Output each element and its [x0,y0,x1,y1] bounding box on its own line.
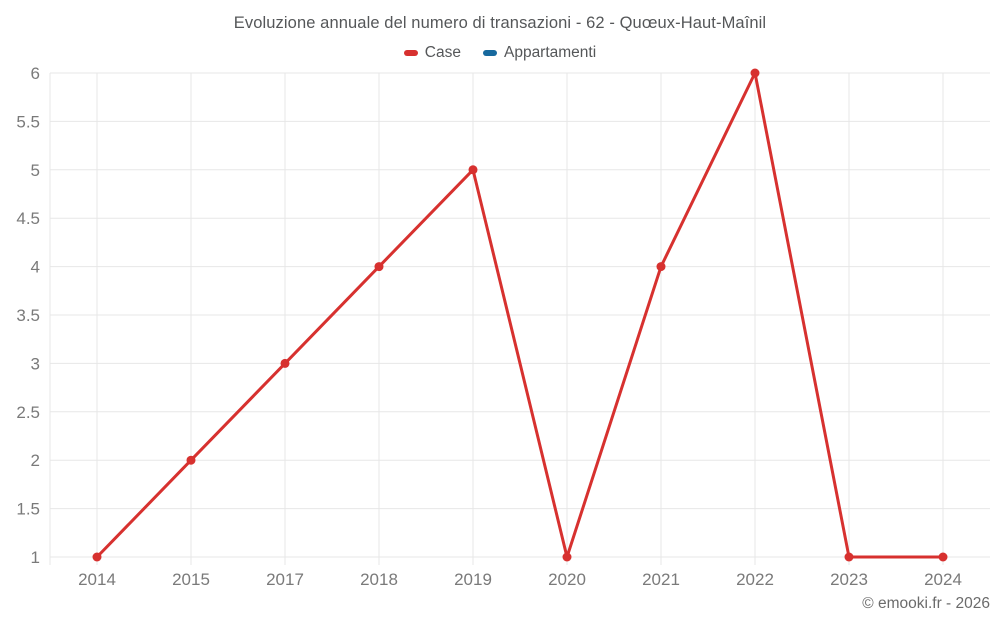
svg-text:2020: 2020 [548,570,586,589]
x-gridlines [49,73,944,565]
data-point[interactable] [92,552,102,562]
svg-text:2024: 2024 [924,570,962,589]
legend-item-case[interactable]: Case [403,44,461,62]
svg-text:2015: 2015 [172,570,210,589]
svg-text:5: 5 [31,161,40,180]
legend-label-case: Case [424,44,461,61]
svg-text:5.5: 5.5 [16,112,40,131]
data-point[interactable] [844,552,854,562]
svg-text:3.5: 3.5 [16,306,40,325]
legend-label-appartamenti: Appartamenti [503,44,597,61]
y-axis-labels: 1 1.5 2 2.5 3 3.5 4 4.5 5 5.5 6 [16,64,40,567]
series-line-case[interactable] [92,68,948,562]
data-point[interactable] [280,358,290,368]
svg-text:1.5: 1.5 [16,500,40,519]
legend-item-appartamenti[interactable]: Appartamenti [482,44,597,62]
svg-text:2: 2 [31,451,40,470]
data-point[interactable] [750,68,760,78]
legend-marker-appartamenti-icon [482,50,497,56]
svg-text:2022: 2022 [736,570,774,589]
svg-text:2018: 2018 [360,570,398,589]
svg-text:2.5: 2.5 [16,403,40,422]
svg-text:4: 4 [31,258,40,277]
data-point[interactable] [374,262,384,272]
svg-text:3: 3 [31,354,40,373]
data-point[interactable] [468,165,478,175]
svg-text:2019: 2019 [454,570,492,589]
svg-text:2021: 2021 [642,570,680,589]
svg-text:6: 6 [31,64,40,83]
svg-text:1: 1 [31,548,40,567]
data-point[interactable] [186,455,196,465]
data-point[interactable] [938,552,948,562]
data-point[interactable] [656,262,666,272]
svg-text:4.5: 4.5 [16,209,40,228]
data-point[interactable] [562,552,572,562]
svg-text:2014: 2014 [78,570,116,589]
legend-marker-case-icon [403,50,418,56]
svg-text:2023: 2023 [830,570,868,589]
svg-text:2017: 2017 [266,570,304,589]
chart-title: Evoluzione annuale del numero di transaz… [233,14,767,32]
copyright-text: © emooki.fr - 2026 [862,595,990,612]
legend: Case Appartamenti [0,44,1000,62]
x-axis-labels: 2014 2015 2017 2018 2019 2020 2021 2022 2023 2024 [78,570,962,589]
